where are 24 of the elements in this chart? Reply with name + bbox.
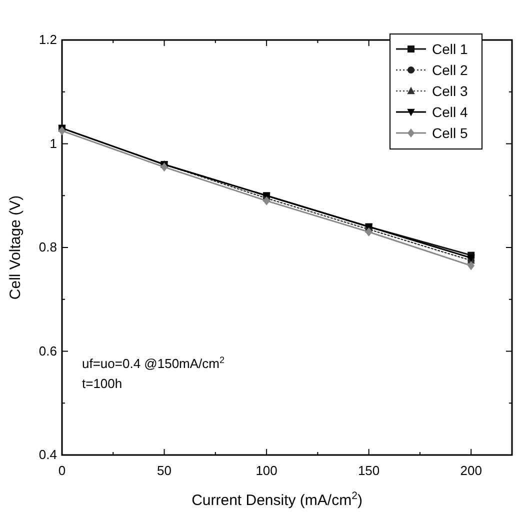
y-tick-label: 0.4 (38, 447, 57, 462)
y-axis-title: Cell Voltage (V) (7, 195, 24, 300)
legend-label: Cell 5 (432, 125, 468, 141)
annotation: uf=uo=0.4 @150mA/cm$^{2}$ (82, 355, 225, 371)
legend-label: Cell 1 (432, 41, 468, 57)
point (58, 126, 66, 136)
x-tick-label: 200 (460, 463, 482, 478)
x-tick-label: 0 (58, 463, 66, 478)
y-tick-label: 0.6 (38, 343, 57, 358)
legend-label: Cell 3 (432, 83, 468, 99)
x-tick-label: 150 (358, 463, 380, 478)
point (160, 162, 168, 172)
legend-label: Cell 4 (432, 104, 468, 120)
x-axis-title: Current Density (mA/cm$^{2}$) (192, 490, 362, 509)
x-tick-label: 50 (157, 463, 172, 478)
point (263, 196, 270, 206)
point (365, 227, 372, 236)
point (468, 261, 475, 270)
x-tick-label: 100 (256, 463, 278, 478)
y-tick-label: 0.8 (38, 240, 57, 254)
y-tick-label: 1.2 (38, 32, 57, 47)
legend-label: Cell 2 (432, 62, 468, 78)
annotation: t=100h (82, 376, 122, 391)
y-tick-label: 1 (50, 136, 57, 151)
